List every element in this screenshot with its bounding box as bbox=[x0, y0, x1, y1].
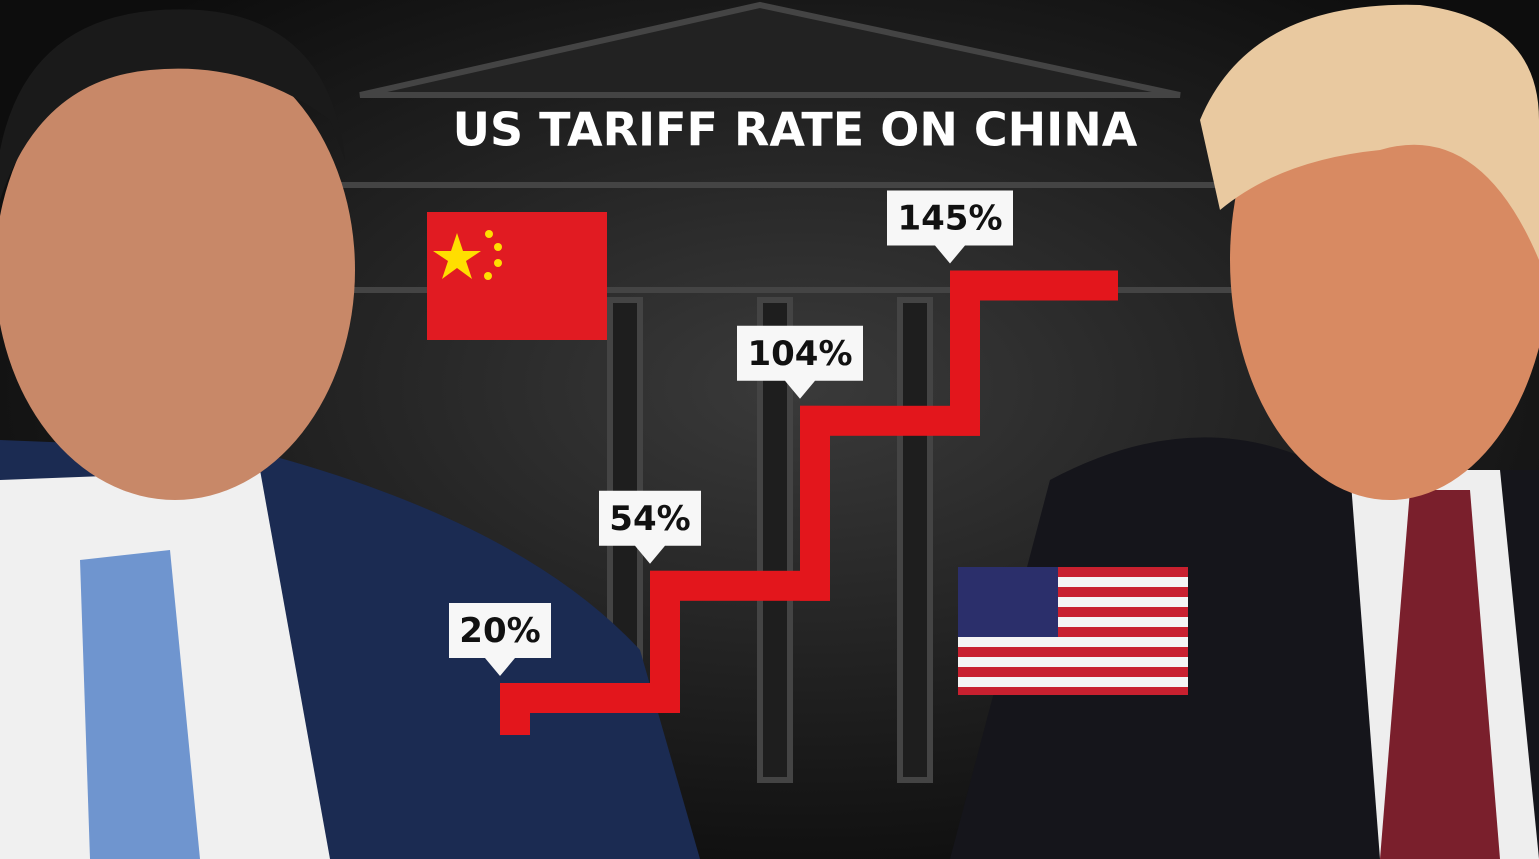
us-flag bbox=[958, 567, 1188, 695]
china-flag bbox=[427, 212, 607, 340]
value-label: 145% bbox=[897, 199, 1002, 239]
step-riser bbox=[800, 405, 830, 601]
right-person bbox=[950, 4, 1539, 859]
label-box bbox=[599, 490, 701, 564]
label-box bbox=[737, 325, 863, 399]
value-label: 104% bbox=[747, 334, 852, 374]
label-box bbox=[887, 190, 1013, 264]
value-label: 54% bbox=[609, 499, 690, 539]
value-label: 20% bbox=[459, 611, 540, 651]
left-person bbox=[0, 9, 700, 859]
label-box bbox=[449, 603, 551, 676]
step-segment bbox=[950, 270, 1118, 301]
chart-title: US TARIFF RATE ON CHINA bbox=[453, 103, 1138, 157]
